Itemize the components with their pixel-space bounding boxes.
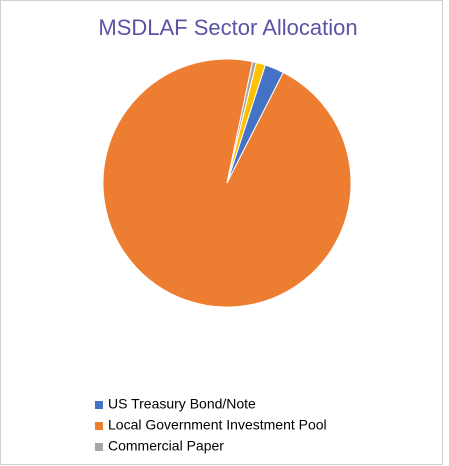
chart-title: MSDLAF Sector Allocation xyxy=(98,15,357,40)
pie-slice xyxy=(226,61,266,184)
legend-label: Commercial Paper xyxy=(108,438,224,454)
legend-swatch xyxy=(95,422,103,430)
legend-label: Local Government Investment Pool xyxy=(108,417,327,433)
legend-swatch xyxy=(95,401,103,409)
legend-label: US Treasury Bond/Note xyxy=(108,396,256,412)
legend-swatch xyxy=(95,443,103,451)
